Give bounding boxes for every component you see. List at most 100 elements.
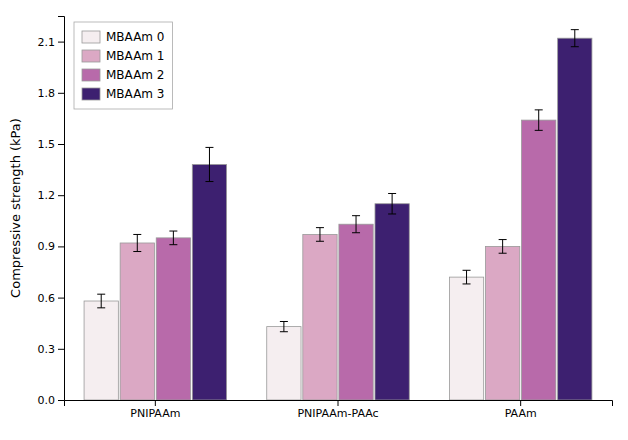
bar <box>485 246 519 400</box>
y-tick: 1.5 <box>38 138 65 151</box>
error-cap <box>280 321 288 322</box>
x-axis: PNIPAAm PNIPAAm-PAAc PAAm <box>65 400 613 420</box>
y-tick-mark <box>58 42 64 43</box>
y-tick-mark <box>58 298 64 299</box>
y-tick-mark <box>58 195 64 196</box>
x-tick: PNIPAAm-PAAc <box>297 400 378 420</box>
legend-frame <box>74 22 172 109</box>
bar <box>192 164 226 400</box>
y-tick-label: 0.3 <box>38 343 56 356</box>
error-cap <box>571 29 579 30</box>
error-cap <box>499 253 507 254</box>
y-axis-label: Compressive strength (kPa) <box>8 118 23 298</box>
legend-swatch <box>82 88 100 100</box>
error-cap <box>205 147 213 148</box>
error-bar <box>463 270 471 284</box>
error-cap <box>535 130 543 131</box>
error-cap <box>316 227 324 228</box>
error-bar <box>352 216 360 233</box>
legend-label: MBAAm 2 <box>106 68 164 82</box>
error-line <box>209 147 210 181</box>
error-line <box>538 110 539 130</box>
y-tick: 0.3 <box>38 343 65 356</box>
x-tick: PNIPAAm <box>130 400 180 420</box>
error-line <box>466 270 467 284</box>
error-cap <box>388 193 396 194</box>
error-cap <box>280 331 288 332</box>
error-line <box>101 294 102 308</box>
legend-label: MBAAm 0 <box>106 30 164 44</box>
error-cap <box>388 213 396 214</box>
error-cap <box>352 215 360 216</box>
y-tick-mark <box>58 144 64 145</box>
error-cap <box>133 234 141 235</box>
error-line <box>574 30 575 47</box>
legend-swatch <box>82 69 100 81</box>
bar <box>303 234 337 400</box>
series <box>120 228 520 400</box>
y-tick-label: 1.2 <box>38 189 56 202</box>
series <box>156 110 556 400</box>
error-line <box>173 231 174 245</box>
error-cap <box>169 244 177 245</box>
error-cap <box>316 241 324 242</box>
bar <box>120 243 154 400</box>
error-line <box>392 193 393 213</box>
legend-label: MBAAm 3 <box>106 87 164 101</box>
y-tick: 0.0 <box>38 394 65 407</box>
error-bar <box>316 228 324 242</box>
error-cap <box>133 251 141 252</box>
y-tick: 1.2 <box>38 189 65 202</box>
legend: MBAAm 0 MBAAm 1 MBAAm 2 MBAAm 3 <box>74 22 172 109</box>
error-bar <box>535 110 543 130</box>
y-tick-label: 1.8 <box>38 87 56 100</box>
error-cap <box>352 232 360 233</box>
x-tick: PAAm <box>505 400 537 420</box>
error-bar <box>97 294 105 308</box>
y-axis: 0.0 0.3 0.6 0.9 1.2 1.5 1.8 2.1 <box>38 17 65 408</box>
y-tick-mark <box>58 400 64 401</box>
y-tick: 0.6 <box>38 292 65 305</box>
error-line <box>319 228 320 242</box>
error-line <box>283 321 284 331</box>
legend-item: MBAAm 0 <box>82 30 164 44</box>
error-bar <box>133 234 141 251</box>
error-cap <box>463 283 471 284</box>
x-tick-label: PAAm <box>505 407 537 420</box>
bar <box>375 204 409 400</box>
y-axis-line <box>58 17 65 401</box>
x-tick-label: PNIPAAm <box>130 407 180 420</box>
y-tick-label: 0.9 <box>38 240 56 253</box>
legend-label: MBAAm 1 <box>106 49 164 63</box>
x-tick-mark <box>520 400 521 406</box>
chart: 0.0 0.3 0.6 0.9 1.2 1.5 1.8 2.1 PNIPAAm PNIPAAm-P… <box>0 0 628 440</box>
error-cap <box>169 231 177 232</box>
bar <box>156 238 190 400</box>
error-bar <box>205 147 213 181</box>
legend-item: MBAAm 3 <box>82 87 164 101</box>
y-tick-label: 0.6 <box>38 292 56 305</box>
y-tick-label: 0.0 <box>38 394 56 407</box>
legend-item: MBAAm 1 <box>82 49 164 63</box>
bar <box>267 327 301 400</box>
error-cap <box>499 239 507 240</box>
x-tick-mark <box>155 400 156 406</box>
y-tick-mark <box>58 246 64 247</box>
y-tick: 0.9 <box>38 240 65 253</box>
y-tick-label: 1.5 <box>38 138 56 151</box>
x-tick-mark <box>338 400 339 406</box>
y-tick: 2.1 <box>38 36 65 49</box>
error-line <box>502 240 503 254</box>
error-bar <box>571 30 579 47</box>
x-axis-line <box>65 401 613 407</box>
legend-item: MBAAm 2 <box>82 68 164 82</box>
y-tick-mark <box>58 93 64 94</box>
y-tick-mark <box>58 349 64 350</box>
error-cap <box>205 181 213 182</box>
legend-swatch <box>82 50 100 62</box>
error-cap <box>535 109 543 110</box>
error-bar <box>388 193 396 213</box>
error-cap <box>571 46 579 47</box>
bar <box>84 301 118 400</box>
y-tick-label: 2.1 <box>38 36 56 49</box>
